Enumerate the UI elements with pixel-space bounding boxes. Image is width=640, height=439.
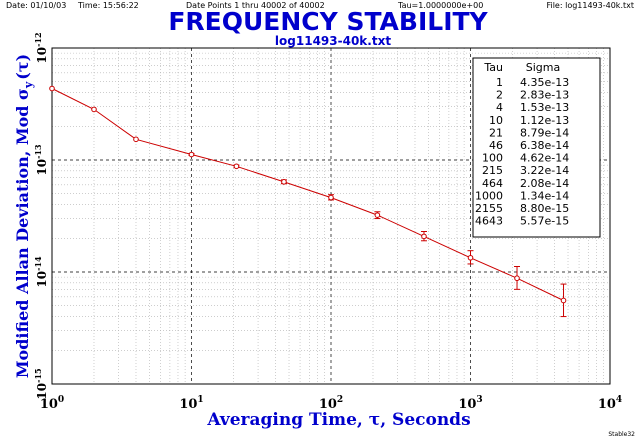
program-name: Stable32 — [608, 431, 635, 438]
y-tick-base: 10 — [35, 159, 49, 176]
y-tick-exponent: -14 — [33, 256, 43, 271]
series-line — [51, 88, 564, 301]
table-sigma-cell: 8.79e-14 — [520, 126, 569, 139]
x-tick-base: 10 — [458, 397, 476, 412]
table-sigma-cell: 6.38e-14 — [520, 139, 569, 152]
y-tick-label: 10-14 — [33, 256, 49, 288]
data-point — [467, 254, 474, 261]
table-tau-cell: 1000 — [475, 189, 503, 202]
table-tau-cell: 10 — [489, 114, 503, 127]
header-points: Date Points 1 thru 40002 of 40002 — [186, 1, 325, 10]
y-tick-label: 10-12 — [33, 32, 49, 63]
chart-title: FREQUENCY STABILITY — [168, 7, 488, 36]
table-tau-cell: 1 — [496, 76, 503, 89]
table-tau-cell: 2 — [496, 89, 503, 102]
table-sigma-cell: 2.83e-13 — [520, 89, 569, 102]
y-tick-base: 10 — [35, 47, 49, 64]
x-tick-labels: 100 101 102 103 104 — [40, 395, 622, 412]
x-tick-label: 103 — [458, 395, 482, 412]
x-tick-exponent: 4 — [616, 395, 622, 405]
header-bar: Date: 01/10/03 Time: 15:56:22 Date Point… — [6, 1, 634, 10]
table-tau-cell: 100 — [482, 152, 503, 165]
x-tick-exponent: 2 — [337, 395, 343, 405]
y-axis-label-sub: y — [22, 81, 35, 89]
table-sigma-cell: 3.22e-14 — [520, 164, 569, 177]
x-tick-base: 10 — [179, 397, 197, 412]
chart-subtitle: log11493-40k.txt — [275, 34, 391, 48]
data-point — [421, 233, 427, 240]
table-header-sigma: Sigma — [526, 61, 560, 74]
table-tau-cell: 2155 — [475, 202, 503, 215]
table-tau-cell: 4 — [496, 101, 503, 114]
table-header-tau: Tau — [483, 61, 503, 74]
header-date: Date: 01/10/03 — [6, 1, 66, 10]
data-point — [133, 136, 139, 143]
x-tick-exponent: 3 — [476, 395, 482, 405]
data-point — [514, 275, 520, 282]
table-tau-cell: 215 — [482, 164, 503, 177]
x-tick-label: 100 — [40, 395, 64, 412]
x-tick-label: 104 — [598, 395, 622, 412]
data-series — [49, 85, 567, 318]
y-axis-label-main: Modified Allan Deviation, Mod σ — [13, 88, 32, 378]
x-tick-base: 10 — [319, 397, 337, 412]
table-tau-cell: 46 — [489, 139, 503, 152]
table-tau-cell: 464 — [482, 177, 503, 190]
table-sigma-cell: 8.80e-15 — [520, 202, 569, 215]
table-sigma-cell: 1.34e-14 — [520, 189, 569, 202]
header-tau: Tau=1.0000000e+00 — [397, 1, 483, 10]
table-sigma-cell: 1.53e-13 — [520, 101, 569, 114]
y-tick-base: 10 — [35, 383, 49, 400]
header-file: File: log11493-40k.txt — [546, 1, 634, 10]
table-sigma-cell: 2.08e-14 — [520, 177, 569, 190]
x-tick-exponent: 0 — [58, 395, 64, 405]
header-time: Time: 15:56:22 — [77, 1, 139, 10]
y-tick-exponent: -12 — [33, 32, 43, 46]
y-tick-base: 10 — [35, 271, 49, 288]
data-point — [49, 85, 55, 92]
sigma-table-frame — [472, 57, 601, 238]
x-axis-label: Averaging Time, τ, Seconds — [206, 410, 470, 430]
x-tick-label: 102 — [319, 395, 343, 412]
y-tick-label: 10-15 — [33, 368, 49, 399]
data-point — [188, 151, 195, 158]
data-point — [91, 106, 97, 113]
data-point — [281, 179, 287, 185]
x-tick-label: 101 — [179, 395, 203, 412]
x-tick-base: 10 — [598, 397, 616, 412]
x-tick-base: 10 — [40, 397, 58, 412]
sigma-table-rows: 1 4.35e-13 2 2.83e-13 4 1.53e-13 10 1.12e-13 21 8… — [475, 76, 569, 228]
y-tick-exponent: -15 — [33, 368, 43, 382]
data-point — [560, 297, 567, 304]
table-sigma-cell: 5.57e-15 — [520, 215, 569, 228]
table-sigma-cell: 4.35e-13 — [520, 76, 569, 89]
y-axis-label: Modified Allan Deviation, Mod σy(τ) — [13, 54, 35, 378]
data-point — [233, 163, 240, 170]
x-tick-exponent: 1 — [197, 395, 203, 405]
table-tau-cell: 4643 — [475, 215, 503, 228]
table-tau-cell: 21 — [489, 126, 503, 139]
y-axis-label-tail: (τ) — [13, 54, 32, 80]
table-sigma-cell: 4.62e-14 — [520, 152, 569, 165]
y-tick-label: 10-13 — [33, 144, 49, 176]
data-point — [328, 194, 334, 201]
y-tick-exponent: -13 — [33, 144, 43, 159]
table-sigma-cell: 1.12e-13 — [520, 114, 569, 127]
plot-frame — [51, 47, 611, 385]
data-point — [374, 212, 381, 218]
